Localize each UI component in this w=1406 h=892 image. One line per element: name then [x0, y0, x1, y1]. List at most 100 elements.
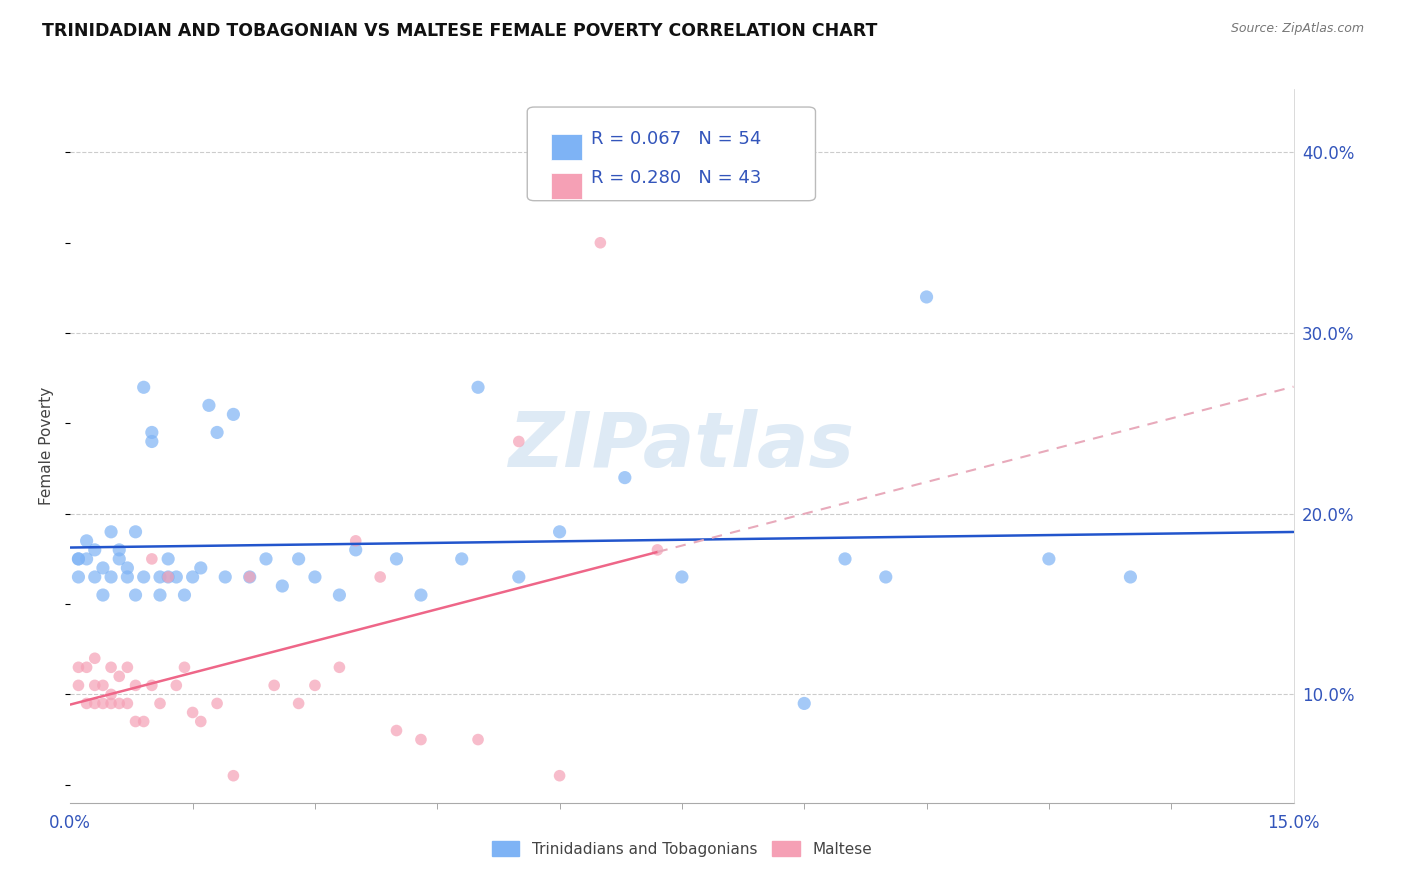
Point: [67, 570, 90, 584]
Point: [304, 678, 326, 692]
Point: [173, 588, 195, 602]
Text: R = 0.067   N = 54: R = 0.067 N = 54: [591, 129, 761, 147]
Y-axis label: Female Poverty: Female Poverty: [39, 387, 55, 505]
Point: [222, 769, 245, 783]
Point: [239, 570, 262, 584]
Point: [132, 714, 155, 729]
Point: [132, 570, 155, 584]
Point: [108, 552, 131, 566]
Point: [124, 714, 146, 729]
Point: [91, 697, 114, 711]
Point: [328, 660, 350, 674]
Point: [222, 408, 245, 422]
Point: [141, 434, 163, 449]
Point: [409, 732, 432, 747]
Point: [132, 380, 155, 394]
Point: [108, 542, 131, 557]
Point: [671, 570, 693, 584]
Point: [141, 425, 163, 440]
Point: [149, 588, 172, 602]
Point: [76, 533, 98, 548]
Point: [157, 570, 180, 584]
Text: R = 0.280   N = 43: R = 0.280 N = 43: [591, 169, 761, 186]
Point: [450, 552, 472, 566]
Point: [67, 552, 90, 566]
Point: [409, 588, 432, 602]
Point: [613, 470, 636, 484]
Point: [124, 524, 146, 539]
Point: [385, 552, 408, 566]
Point: [190, 714, 212, 729]
Point: [548, 769, 571, 783]
Point: [198, 398, 221, 412]
Point: [149, 570, 172, 584]
Point: [165, 678, 187, 692]
Point: [1038, 552, 1060, 566]
Point: [915, 290, 938, 304]
Point: [287, 697, 309, 711]
Point: [67, 678, 90, 692]
Point: [467, 732, 489, 747]
Point: [157, 552, 180, 566]
Point: [304, 570, 326, 584]
Text: Source: ZipAtlas.com: Source: ZipAtlas.com: [1230, 22, 1364, 36]
Point: [165, 570, 187, 584]
Point: [83, 697, 105, 711]
Point: [76, 697, 98, 711]
Point: [214, 570, 236, 584]
Point: [76, 660, 98, 674]
Point: [141, 678, 163, 692]
Point: [108, 697, 131, 711]
Point: [181, 570, 204, 584]
Point: [1119, 570, 1142, 584]
Point: [83, 570, 105, 584]
Point: [344, 533, 367, 548]
Legend: Trinidadians and Tobagonians, Maltese: Trinidadians and Tobagonians, Maltese: [486, 835, 877, 863]
Point: [239, 570, 262, 584]
Text: ZIPatlas: ZIPatlas: [509, 409, 855, 483]
Point: [76, 552, 98, 566]
Point: [157, 570, 180, 584]
Point: [181, 706, 204, 720]
Point: [263, 678, 285, 692]
Point: [190, 561, 212, 575]
Point: [67, 552, 90, 566]
Point: [117, 570, 139, 584]
Point: [589, 235, 612, 250]
Point: [508, 434, 530, 449]
Point: [117, 697, 139, 711]
Point: [141, 552, 163, 566]
Point: [793, 697, 815, 711]
Point: [83, 678, 105, 692]
Point: [83, 651, 105, 665]
Point: [117, 561, 139, 575]
Point: [149, 697, 172, 711]
Point: [271, 579, 294, 593]
Point: [328, 588, 350, 602]
Point: [100, 660, 122, 674]
Point: [100, 697, 122, 711]
Point: [83, 542, 105, 557]
Point: [91, 561, 114, 575]
Point: [647, 542, 669, 557]
Point: [67, 660, 90, 674]
Point: [254, 552, 277, 566]
Point: [108, 669, 131, 683]
Point: [548, 524, 571, 539]
Point: [467, 380, 489, 394]
Point: [875, 570, 897, 584]
Point: [508, 570, 530, 584]
Point: [100, 524, 122, 539]
Point: [117, 660, 139, 674]
Point: [385, 723, 408, 738]
Point: [91, 588, 114, 602]
Point: [91, 678, 114, 692]
Point: [205, 425, 228, 440]
Point: [100, 570, 122, 584]
Point: [834, 552, 856, 566]
Text: TRINIDADIAN AND TOBAGONIAN VS MALTESE FEMALE POVERTY CORRELATION CHART: TRINIDADIAN AND TOBAGONIAN VS MALTESE FE…: [42, 22, 877, 40]
Point: [100, 687, 122, 701]
Point: [344, 542, 367, 557]
Point: [205, 697, 228, 711]
Point: [124, 588, 146, 602]
